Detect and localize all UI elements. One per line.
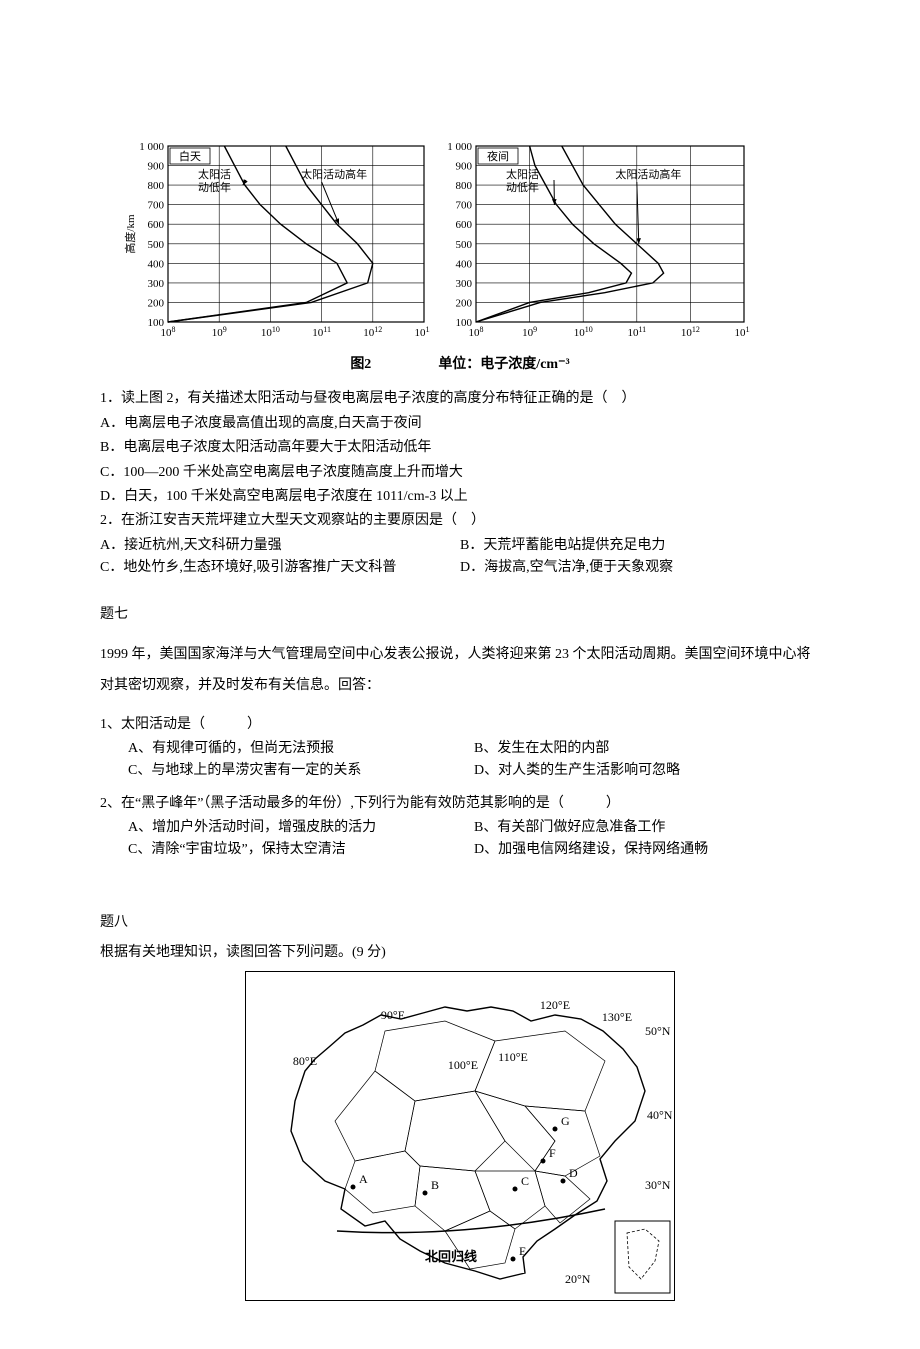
- svg-text:700: 700: [148, 200, 165, 212]
- q7-title: 题七: [100, 604, 820, 626]
- svg-text:300: 300: [456, 278, 473, 290]
- q8-intro: 根据有关地理知识，读图回答下列问题。(9 分): [100, 942, 820, 964]
- q6-sub2-opt-c: C．地处竹乡,生态环境好,吸引游客推广天文科普: [100, 557, 460, 579]
- svg-text:109: 109: [212, 325, 227, 340]
- svg-text:108: 108: [469, 325, 484, 340]
- svg-text:30°N: 30°N: [645, 1178, 671, 1192]
- q6-sub2-opt-d: D．海拔高,空气洁净,便于天象观察: [460, 557, 820, 579]
- chart-caption: 图2 单位：电子浓度/cm⁻³: [100, 354, 820, 376]
- fig-label: 图2: [350, 357, 371, 372]
- china-map: 北回归线 80°E 90°E 100°E 110°E 120°E 130°E 50°N 40°N…: [245, 971, 675, 1301]
- svg-text:700: 700: [456, 200, 473, 212]
- svg-text:E: E: [519, 1244, 526, 1258]
- q7-sub2-opt-d: D、加强电信网络建设，保持网络通畅: [474, 839, 820, 861]
- svg-text:C: C: [521, 1174, 529, 1188]
- q6-sub2-stem: 2．在浙江安吉天荒坪建立大型天文观察站的主要原因是（ ）: [100, 510, 820, 532]
- svg-text:109: 109: [522, 325, 537, 340]
- svg-text:800: 800: [148, 180, 165, 192]
- svg-text:B: B: [431, 1178, 439, 1192]
- chart-daytime: 1002003004005006007008009001 00010810910…: [120, 140, 430, 350]
- svg-text:400: 400: [456, 258, 473, 270]
- svg-text:600: 600: [456, 219, 473, 231]
- svg-text:400: 400: [148, 258, 165, 270]
- svg-text:1013: 1013: [415, 325, 431, 340]
- q7-sub2-stem: 2、在“黑子峰年”（黑子活动最多的年份）,下列行为能有效防范其影响的是（ ）: [100, 793, 820, 815]
- svg-text:120°E: 120°E: [540, 998, 570, 1012]
- svg-text:90°E: 90°E: [381, 1008, 405, 1022]
- q6-sub1-stem: 1．读上图 2，有关描述太阳活动与昼夜电离层电子浓度的高度分布特征正确的是（ ）: [100, 388, 820, 410]
- svg-text:高度/km: 高度/km: [123, 214, 137, 254]
- svg-text:A: A: [359, 1172, 368, 1186]
- svg-text:D: D: [569, 1166, 578, 1180]
- q6-sub2-opt-b: B．天荒坪蓄能电站提供充足电力: [460, 535, 820, 557]
- svg-text:200: 200: [148, 297, 165, 309]
- q6-sub1-opt-d: D．白天，100 千米处高空电离层电子浓度在 1011/cm-3 以上: [100, 486, 820, 508]
- svg-text:108: 108: [161, 325, 176, 340]
- svg-text:1013: 1013: [735, 325, 751, 340]
- svg-text:动低年: 动低年: [506, 180, 539, 194]
- q6-sub1-opt-b: B．电离层电子浓度太阳活动高年要大于太阳活动低年: [100, 437, 820, 459]
- q7-sub1-opt-c: C、与地球上的旱涝灾害有一定的关系: [128, 760, 474, 782]
- svg-text:1012: 1012: [363, 325, 382, 340]
- svg-text:动低年: 动低年: [198, 180, 231, 194]
- q6-sub2-opts: A．接近杭州,天文科研力量强 B．天荒坪蓄能电站提供充足电力 C．地处竹乡,生态…: [100, 535, 820, 580]
- svg-text:太阳活动高年: 太阳活动高年: [301, 167, 367, 181]
- svg-text:1010: 1010: [261, 325, 280, 340]
- q7-sub2-opt-a: A、增加户外活动时间，增强皮肤的活力: [128, 817, 474, 839]
- svg-text:500: 500: [148, 239, 165, 251]
- q8-title: 题八: [100, 912, 820, 934]
- chart-nighttime: 1002003004005006007008009001 00010810910…: [440, 140, 750, 350]
- svg-text:100°E: 100°E: [448, 1058, 478, 1072]
- q7-intro: 1999 年，美国国家海洋与大气管理局空间中心发表公报说，人类将迎来第 23 个…: [100, 640, 820, 702]
- svg-text:1010: 1010: [574, 325, 593, 340]
- q7-sub2-opts: A、增加户外活动时间，增强皮肤的活力 B、有关部门做好应急准备工作 C、清除“宇…: [128, 817, 820, 862]
- svg-text:太阳活: 太阳活: [506, 168, 539, 181]
- svg-text:白天: 白天: [179, 149, 201, 163]
- charts-row: 1002003004005006007008009001 00010810910…: [120, 140, 820, 350]
- svg-text:G: G: [561, 1114, 570, 1128]
- q7-sub2-opt-b: B、有关部门做好应急准备工作: [474, 817, 820, 839]
- q6-sub1-opt-a: A．电离层电子浓度最高值出现的高度,白天高于夜间: [100, 413, 820, 435]
- question-6: 1．读上图 2，有关描述太阳活动与昼夜电离层电子浓度的高度分布特征正确的是（ ）…: [100, 388, 820, 579]
- svg-text:20°N: 20°N: [565, 1272, 591, 1286]
- svg-text:110°E: 110°E: [498, 1050, 528, 1064]
- svg-text:50°N: 50°N: [645, 1024, 671, 1038]
- q7-sub1-opt-b: B、发生在太阳的内部: [474, 738, 820, 760]
- svg-text:夜间: 夜间: [487, 149, 509, 163]
- svg-text:900: 900: [148, 161, 165, 173]
- svg-text:太阳活动高年: 太阳活动高年: [615, 167, 681, 181]
- q7-sub1-opt-a: A、有规律可循的，但尚无法预报: [128, 738, 474, 760]
- svg-text:130°E: 130°E: [602, 1010, 632, 1024]
- svg-text:900: 900: [456, 161, 473, 173]
- svg-text:1012: 1012: [681, 325, 700, 340]
- svg-text:1011: 1011: [627, 325, 646, 340]
- svg-text:200: 200: [456, 297, 473, 309]
- svg-text:300: 300: [148, 278, 165, 290]
- q6-sub1-opt-c: C．100—200 千米处高空电离层电子浓度随高度上升而增大: [100, 462, 820, 484]
- q7-sub1-opt-d: D、对人类的生产生活影响可忽略: [474, 760, 820, 782]
- svg-text:500: 500: [456, 239, 473, 251]
- svg-text:F: F: [549, 1146, 556, 1160]
- q7-sub1-stem: 1、太阳活动是（ ）: [100, 714, 820, 736]
- question-7: 题七 1999 年，美国国家海洋与大气管理局空间中心发表公报说，人类将迎来第 2…: [100, 604, 820, 862]
- svg-text:北回归线: 北回归线: [425, 1249, 477, 1264]
- q7-sub1-opts: A、有规律可循的，但尚无法预报 B、发生在太阳的内部 C、与地球上的旱涝灾害有一…: [128, 738, 820, 783]
- svg-text:80°E: 80°E: [293, 1054, 317, 1068]
- svg-text:太阳活: 太阳活: [198, 168, 231, 181]
- svg-text:1011: 1011: [312, 325, 331, 340]
- svg-text:1 000: 1 000: [447, 141, 472, 153]
- unit-label: 单位：电子浓度/cm⁻³: [438, 357, 569, 372]
- q6-sub2-opt-a: A．接近杭州,天文科研力量强: [100, 535, 460, 557]
- svg-text:40°N: 40°N: [647, 1108, 673, 1122]
- svg-text:1 000: 1 000: [139, 141, 164, 153]
- question-8: 题八 根据有关地理知识，读图回答下列问题。(9 分) 北回归线 80°E 90°E 1…: [100, 912, 820, 1309]
- svg-text:600: 600: [148, 219, 165, 231]
- q7-sub2-opt-c: C、清除“宇宙垃圾”，保持太空清洁: [128, 839, 474, 861]
- svg-text:800: 800: [456, 180, 473, 192]
